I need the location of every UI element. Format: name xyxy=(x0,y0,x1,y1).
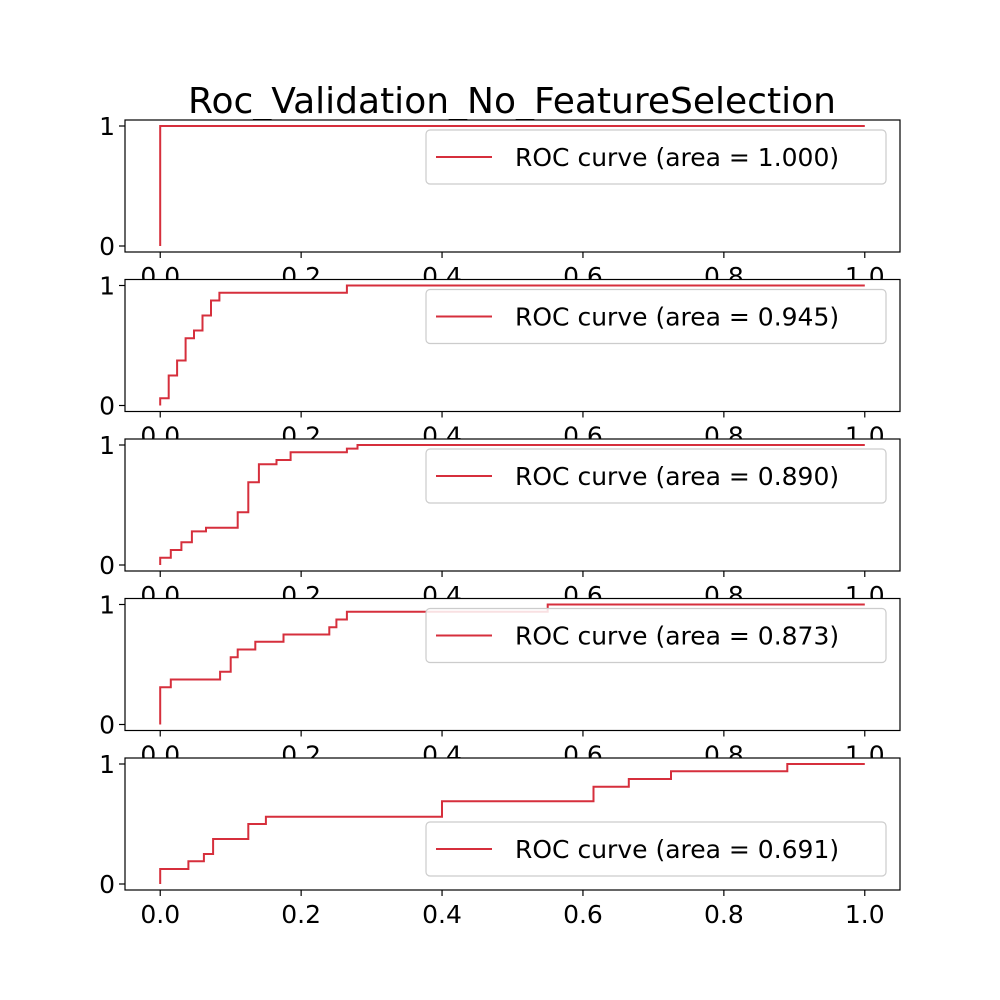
y-tick-label: 0 xyxy=(99,392,115,421)
y-tick-label: 1 xyxy=(99,750,115,779)
legend-box xyxy=(425,448,887,504)
y-tick-label: 1 xyxy=(99,272,115,301)
legend: ROC curve (area = 0.945) xyxy=(425,288,887,345)
legend-label: ROC curve (area = 0.945) xyxy=(515,303,839,332)
y-tick-label: 0 xyxy=(99,870,115,899)
roc-curve-line xyxy=(159,284,865,406)
legend: ROC curve (area = 1.000) xyxy=(425,129,887,185)
legend-box xyxy=(425,821,887,877)
x-tick-label: 0.4 xyxy=(422,900,462,929)
legend-label: ROC curve (area = 0.873) xyxy=(515,622,839,651)
legend-box xyxy=(425,607,887,664)
roc-curve-line xyxy=(159,125,865,246)
roc-curve-line xyxy=(159,763,865,884)
legend-label: ROC curve (area = 0.691) xyxy=(515,835,839,864)
y-tick-label: 1 xyxy=(99,431,115,460)
y-tick-label: 1 xyxy=(99,112,115,141)
x-tick-label: 0.2 xyxy=(281,900,321,929)
legend: ROC curve (area = 0.890) xyxy=(425,448,887,504)
x-tick-label: 0.8 xyxy=(704,900,744,929)
roc-panel-5: 0 1 0.0 0.2 0.4 0.6 0.8 1.0 ROC curve (area = 0.… xyxy=(99,750,901,929)
roc-curve-line xyxy=(159,603,865,725)
x-tick-label: 0.6 xyxy=(563,900,603,929)
legend: ROC curve (area = 0.873) xyxy=(425,607,887,664)
figure-title: Roc_Validation_No_FeatureSelection xyxy=(188,81,836,122)
y-tick-label: 1 xyxy=(99,591,115,620)
y-tick-label: 0 xyxy=(99,232,115,261)
y-tick-label: 0 xyxy=(99,551,115,580)
roc-curve-line xyxy=(159,444,865,565)
legend-box xyxy=(425,288,887,345)
x-tick-label: 1.0 xyxy=(845,900,885,929)
legend-box xyxy=(425,129,887,185)
roc-panels: 0 1 0.0 0.2 0.4 0.6 0.8 1.0 ROC curve (area = 1.… xyxy=(99,112,901,929)
y-tick-label: 0 xyxy=(99,711,115,740)
legend-label: ROC curve (area = 0.890) xyxy=(515,462,839,491)
legend-label: ROC curve (area = 1.000) xyxy=(515,143,839,172)
legend: ROC curve (area = 0.691) xyxy=(425,821,887,877)
x-tick-label: 0.0 xyxy=(140,900,180,929)
